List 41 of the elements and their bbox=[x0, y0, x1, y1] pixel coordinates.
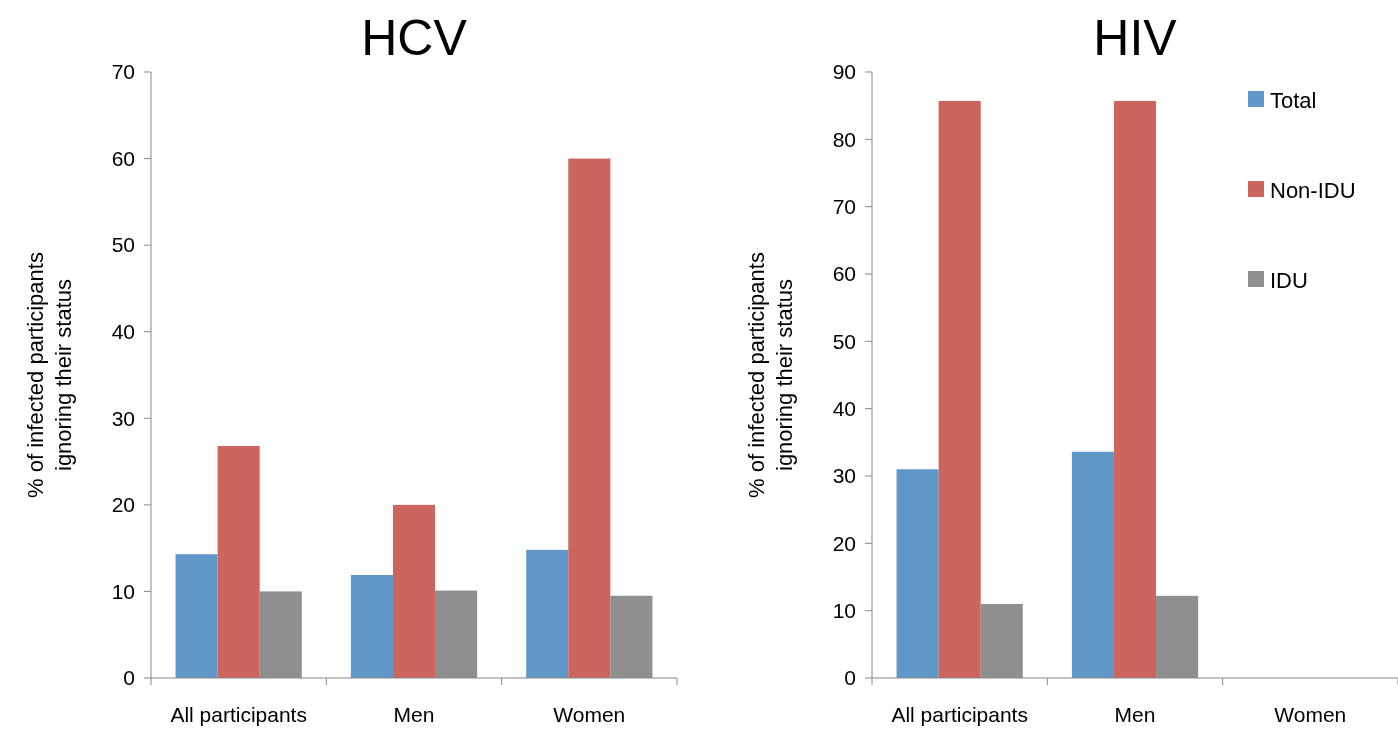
y-tick-label: 20 bbox=[111, 493, 135, 517]
y-tick-label: 0 bbox=[123, 666, 135, 690]
y-tick-label: 90 bbox=[832, 60, 856, 84]
legend-label: IDU bbox=[1270, 267, 1308, 293]
chart-title: HIV bbox=[1093, 10, 1178, 66]
chart-title: HCV bbox=[361, 10, 468, 66]
y-tick-label: 60 bbox=[832, 262, 856, 286]
bar bbox=[217, 445, 260, 678]
bar bbox=[526, 549, 569, 678]
y-tick-label: 10 bbox=[832, 599, 856, 623]
y-tick-label: 30 bbox=[111, 406, 135, 430]
x-tick-label: Men bbox=[1114, 703, 1156, 726]
y-tick-label: 50 bbox=[832, 329, 856, 353]
y-tick-label: 20 bbox=[832, 531, 856, 555]
x-tick-label: All participants bbox=[891, 703, 1028, 726]
bar bbox=[1113, 100, 1157, 678]
x-tick-label: All participants bbox=[170, 703, 307, 726]
x-tick-label: Men bbox=[393, 703, 435, 726]
bar bbox=[392, 504, 436, 678]
y-tick-label: 10 bbox=[111, 579, 135, 603]
x-tick-label: Women bbox=[1274, 703, 1347, 726]
y-tick-label: 70 bbox=[832, 195, 856, 219]
legend-label: Non-IDU bbox=[1270, 177, 1356, 203]
x-tick-label: Women bbox=[553, 703, 626, 726]
y-tick-label: 0 bbox=[844, 666, 856, 690]
bar bbox=[175, 554, 218, 678]
y-tick-label: 60 bbox=[111, 146, 135, 170]
bar bbox=[938, 100, 981, 678]
y-tick-label: 40 bbox=[111, 320, 135, 344]
bar bbox=[350, 574, 393, 678]
y-tick-label: 80 bbox=[832, 127, 856, 151]
bar bbox=[568, 158, 611, 678]
bar bbox=[1071, 451, 1114, 678]
y-axis-title: % of infected participants ignoring their status bbox=[744, 252, 797, 498]
bar bbox=[896, 469, 939, 678]
y-tick-label: 40 bbox=[832, 397, 856, 421]
y-tick-label: 70 bbox=[111, 60, 135, 84]
legend-label: Total bbox=[1270, 87, 1317, 113]
y-tick-label: 50 bbox=[111, 233, 135, 257]
y-axis-title: % of infected participants ignoring their status bbox=[23, 252, 76, 498]
y-tick-label: 30 bbox=[832, 464, 856, 488]
